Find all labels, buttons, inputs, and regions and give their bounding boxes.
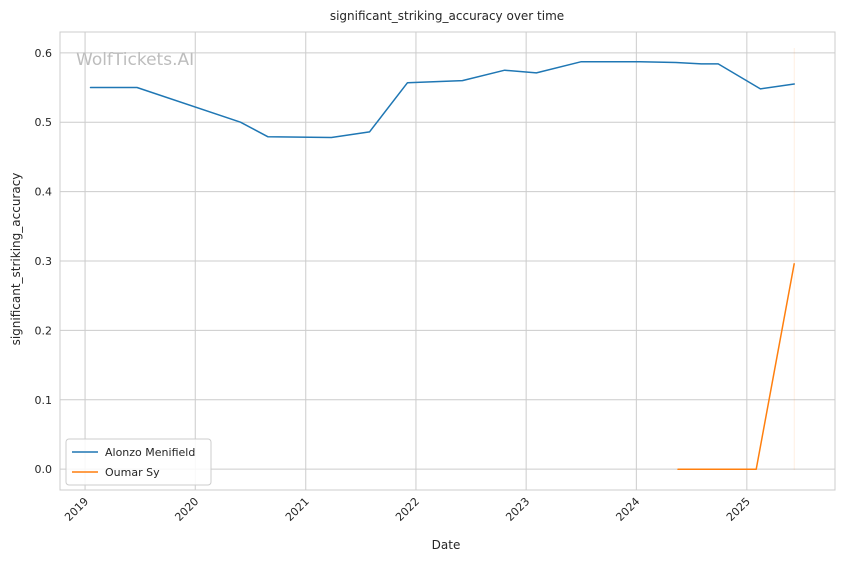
series-line-1: [677, 263, 795, 470]
chart-title: significant_striking_accuracy over time: [330, 9, 564, 23]
legend-label: Alonzo Menifield: [105, 446, 195, 459]
legend: Alonzo Menifield Oumar Sy: [65, 438, 212, 486]
y-tick-label: 0.4: [35, 186, 53, 199]
y-tick-label: 0.2: [35, 324, 53, 337]
y-tick-label: 0.1: [35, 394, 53, 407]
plot-frame: [59, 31, 836, 491]
series-layer: [89, 48, 795, 470]
legend-box: [65, 438, 212, 486]
y-tick-label: 0.5: [35, 116, 53, 129]
legend-label: Oumar Sy: [105, 466, 160, 479]
series-line-0: [89, 61, 795, 139]
watermark: WolfTickets.AI: [76, 50, 194, 70]
y-tick-label: 0.0: [35, 463, 53, 476]
y-tick-label: 0.6: [35, 47, 53, 60]
y-tick-label: 0.3: [35, 255, 53, 268]
x-axis-label: Date: [432, 538, 461, 552]
y-axis-label: significant_striking_accuracy: [9, 173, 23, 346]
y-tick-labels: 0.0 0.1 0.2 0.3 0.4 0.5 0.6: [35, 47, 53, 476]
